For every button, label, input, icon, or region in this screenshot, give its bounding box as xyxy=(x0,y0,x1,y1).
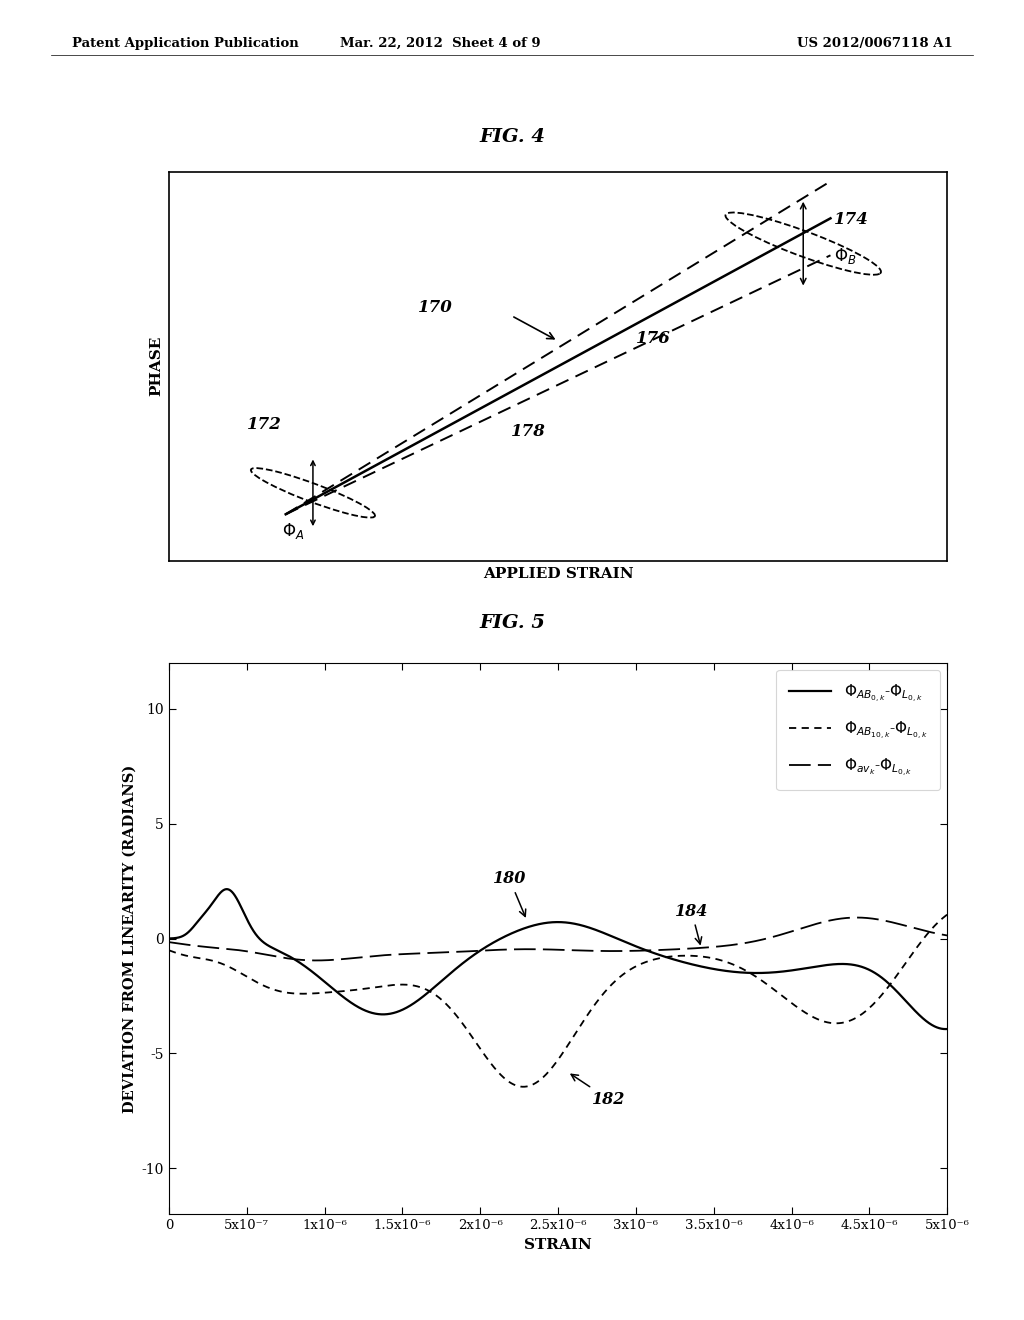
Text: 184: 184 xyxy=(675,903,709,944)
Text: US 2012/0067118 A1: US 2012/0067118 A1 xyxy=(797,37,952,50)
Y-axis label: PHASE: PHASE xyxy=(150,337,164,396)
Text: Mar. 22, 2012  Sheet 4 of 9: Mar. 22, 2012 Sheet 4 of 9 xyxy=(340,37,541,50)
Text: 178: 178 xyxy=(511,424,546,441)
Text: 172: 172 xyxy=(247,416,282,433)
X-axis label: STRAIN: STRAIN xyxy=(524,1238,592,1251)
Text: Patent Application Publication: Patent Application Publication xyxy=(72,37,298,50)
Text: $\Phi_A$: $\Phi_A$ xyxy=(282,520,304,541)
Text: 182: 182 xyxy=(571,1074,626,1107)
Text: $\Phi_B$: $\Phi_B$ xyxy=(835,246,857,267)
X-axis label: APPLIED STRAIN: APPLIED STRAIN xyxy=(482,566,634,581)
Y-axis label: DEVIATION FROM LINEARITY (RADIANS): DEVIATION FROM LINEARITY (RADIANS) xyxy=(122,764,136,1113)
Text: 174: 174 xyxy=(835,211,869,228)
Text: 180: 180 xyxy=(493,870,526,916)
Text: 170: 170 xyxy=(418,298,453,315)
Text: FIG. 4: FIG. 4 xyxy=(479,128,545,147)
Text: FIG. 5: FIG. 5 xyxy=(479,614,545,632)
Text: 176: 176 xyxy=(636,330,671,347)
Legend: $\Phi_{AB_{0,k}}$-$\Phi_{L_{0,k}}$, $\Phi_{AB_{10,k}}$-$\Phi_{L_{0,k}}$, $\Phi_{: $\Phi_{AB_{0,k}}$-$\Phi_{L_{0,k}}$, $\Ph… xyxy=(776,671,940,791)
